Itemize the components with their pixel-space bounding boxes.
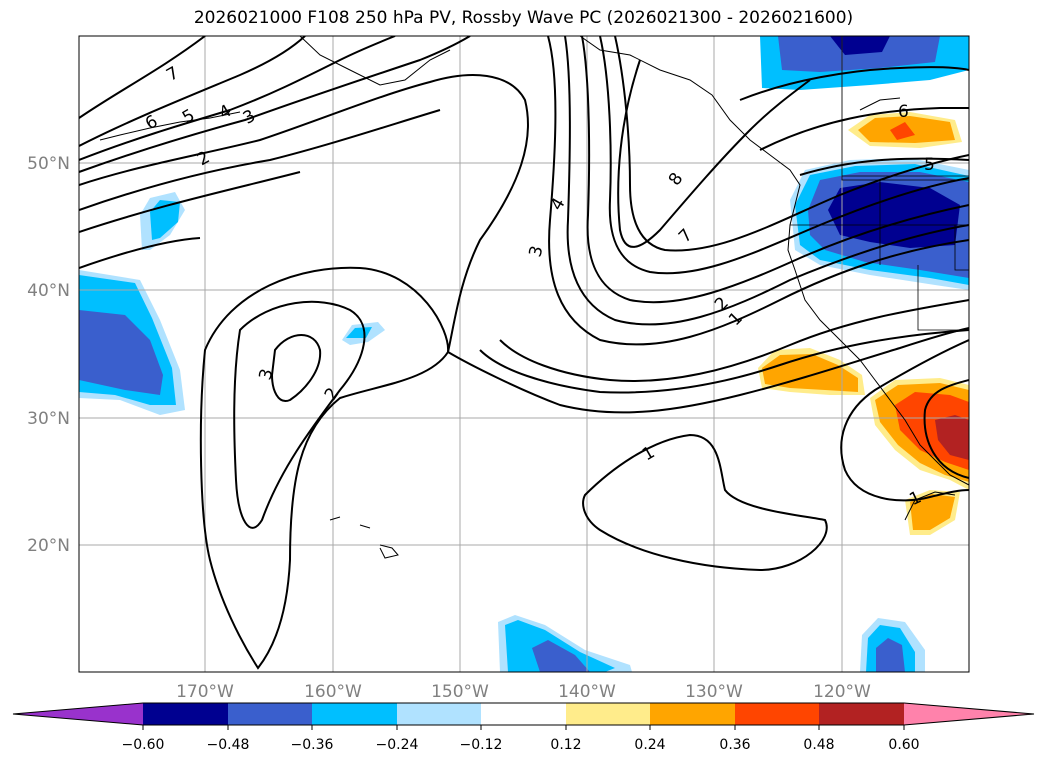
anomaly-region xyxy=(778,36,940,72)
contour-line xyxy=(614,36,969,252)
contour-line xyxy=(479,329,969,394)
figure-title: 2026021000 F108 250 hPa PV, Rossby Wave … xyxy=(193,8,854,28)
anomaly-region xyxy=(150,200,180,240)
colorbar-segment xyxy=(481,703,566,725)
anomaly-region xyxy=(935,415,969,460)
contour-line xyxy=(79,36,396,161)
colorbar-tick-label: −0.36 xyxy=(291,737,334,753)
colorbar-tick-label: −0.60 xyxy=(122,737,165,753)
anomaly-region xyxy=(830,36,890,55)
contour-label: 5 xyxy=(924,155,935,175)
colorbar-tick-label: −0.48 xyxy=(207,737,250,753)
contour-label: 3 xyxy=(256,367,278,383)
lon-label: 160°W xyxy=(304,682,362,702)
colorbar-segment xyxy=(650,703,735,725)
colorbar-segment xyxy=(566,703,650,725)
lat-label: 20°N xyxy=(27,536,70,556)
longitude-labels: 170°W 160°W 150°W 140°W 130°W 120°W xyxy=(176,682,871,702)
contour-line xyxy=(199,266,450,670)
contour-line xyxy=(79,109,441,211)
contour-line xyxy=(79,36,471,173)
contour-labels: 7 6 5 4 3 2 8 4 3 7 2 1 6 5 3 2 1 1 xyxy=(142,63,935,510)
map-frame xyxy=(78,35,970,673)
contour-line xyxy=(739,66,969,101)
contour-label: 6 xyxy=(898,102,909,122)
pv-contours xyxy=(79,36,969,670)
contour-line xyxy=(799,157,969,176)
contour-line xyxy=(499,299,969,382)
anomaly-region xyxy=(79,310,163,395)
contour-line xyxy=(79,36,306,147)
contour-line xyxy=(759,106,969,151)
contour-label: 3 xyxy=(240,106,259,129)
colorbar-tick-label: 0.24 xyxy=(634,737,665,753)
contour-line xyxy=(79,36,206,119)
latitude-labels: 50°N 40°N 30°N 20°N xyxy=(27,154,70,556)
colorbar-segment xyxy=(397,703,481,725)
colorbar-tick-label: 0.48 xyxy=(803,737,834,753)
anomaly-shading xyxy=(79,36,969,672)
map-area: 7 6 5 4 3 2 8 4 3 7 2 1 6 5 3 2 1 1 xyxy=(79,36,969,672)
lon-label: 150°W xyxy=(431,682,489,702)
contour-line xyxy=(599,36,969,275)
colorbar-segment xyxy=(735,703,819,725)
contour-label: 8 xyxy=(665,169,688,189)
contour-label: 7 xyxy=(163,63,182,86)
colorbar: −0.60 −0.48 −0.36 −0.24 −0.12 0.12 0.24 … xyxy=(12,702,1035,753)
contour-line xyxy=(617,59,811,248)
anomaly-region xyxy=(910,494,955,530)
lon-label: 130°W xyxy=(685,682,743,702)
contour-label: 6 xyxy=(142,111,161,134)
colorbar-segment xyxy=(312,703,397,725)
contour-line xyxy=(923,379,969,479)
lon-label: 170°W xyxy=(176,682,234,702)
lon-label: 140°W xyxy=(558,682,616,702)
colorbar-tick-label: −0.12 xyxy=(460,737,503,753)
contour-label: 7 xyxy=(675,225,697,247)
contour-line xyxy=(582,433,828,572)
anomaly-region xyxy=(890,122,915,140)
colorbar-tick-labels: −0.60 −0.48 −0.36 −0.24 −0.12 0.12 0.24 … xyxy=(122,737,920,753)
lon-label: 120°W xyxy=(813,682,871,702)
anomaly-region xyxy=(532,640,590,672)
colorbar-tick-label: 0.36 xyxy=(719,737,750,753)
contour-line xyxy=(79,171,301,233)
lat-label: 50°N xyxy=(27,154,70,174)
colorbar-segment xyxy=(819,703,904,725)
contour-line xyxy=(581,36,969,304)
contour-label: 1 xyxy=(725,308,747,330)
colorbar-tick-label: −0.24 xyxy=(376,737,419,753)
anomaly-region xyxy=(876,638,905,672)
colorbar-segment xyxy=(143,703,228,725)
contour-label: 3 xyxy=(526,244,548,260)
colorbar-segment xyxy=(228,703,312,725)
contour-line xyxy=(79,237,201,269)
gridlines xyxy=(79,36,969,672)
colorbar-tick-label: 0.12 xyxy=(550,737,581,753)
contour-line xyxy=(840,339,969,502)
colorbar-extension-low xyxy=(13,703,143,725)
contour-line xyxy=(547,36,969,346)
anomaly-region xyxy=(828,182,960,248)
contour-label: 4 xyxy=(216,101,235,124)
contour-line xyxy=(79,74,969,414)
contour-line xyxy=(564,36,969,326)
lat-label: 40°N xyxy=(27,281,70,301)
colorbar-tick-label: 0.60 xyxy=(888,737,919,753)
contour-line xyxy=(233,300,366,529)
contour-line xyxy=(270,334,322,402)
contour-label: 2 xyxy=(321,384,344,404)
colorbar-extension-high xyxy=(904,703,1034,725)
lat-label: 30°N xyxy=(27,409,70,429)
